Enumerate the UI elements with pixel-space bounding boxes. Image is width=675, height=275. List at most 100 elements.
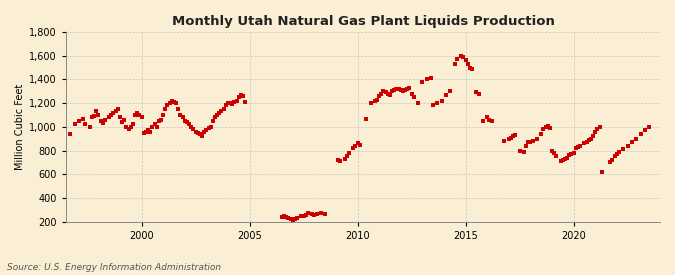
Point [538, 127, 549, 131]
Point [210, 115, 221, 120]
Point [464, 65, 475, 70]
Point [523, 140, 534, 144]
Point [110, 109, 121, 114]
Point [365, 101, 376, 105]
Point [626, 140, 637, 144]
Point [568, 151, 579, 155]
Point [466, 67, 477, 71]
Point [499, 139, 510, 143]
Point [352, 141, 363, 146]
Point [134, 113, 145, 117]
Point [151, 125, 162, 129]
Point [376, 91, 387, 96]
Point [458, 55, 469, 59]
Point [452, 57, 462, 61]
Point [156, 117, 167, 122]
Point [508, 134, 518, 139]
Point [518, 150, 529, 154]
Point [138, 131, 149, 135]
Point [126, 125, 136, 129]
Point [572, 145, 583, 149]
Point [178, 115, 188, 120]
Point [298, 214, 309, 218]
Point [333, 158, 344, 162]
Point [229, 100, 240, 104]
Point [132, 110, 142, 115]
Point [84, 125, 95, 129]
Point [607, 158, 618, 162]
Point [570, 146, 581, 150]
Point [335, 159, 346, 163]
Point [205, 125, 216, 129]
Point [113, 107, 124, 111]
Point [162, 103, 173, 108]
Point [583, 138, 594, 142]
Point [145, 129, 156, 134]
Point [300, 212, 311, 217]
Point [612, 152, 622, 156]
Point [412, 101, 423, 105]
Point [460, 58, 471, 63]
Point [545, 126, 556, 130]
Point [520, 144, 531, 148]
Point [437, 98, 448, 103]
Point [378, 89, 389, 94]
Point [283, 216, 294, 220]
Point [404, 86, 415, 90]
Point [180, 119, 190, 123]
Point [232, 98, 242, 103]
Point [622, 144, 633, 148]
Point [441, 93, 452, 97]
Point [417, 79, 428, 84]
Point [558, 158, 568, 162]
Point [408, 95, 419, 99]
Point [281, 215, 292, 219]
Point [95, 119, 106, 123]
Point [428, 103, 439, 108]
Point [167, 98, 178, 103]
Point [471, 90, 482, 95]
Point [354, 142, 365, 147]
Y-axis label: Million Cubic Feet: Million Cubic Feet [15, 84, 25, 170]
Point [605, 160, 616, 165]
Point [432, 101, 443, 105]
Point [194, 132, 205, 136]
Point [216, 109, 227, 114]
Point [551, 154, 562, 159]
Point [173, 107, 184, 111]
Point [221, 103, 232, 108]
Point [610, 154, 620, 159]
Point [78, 116, 88, 121]
Point [93, 113, 104, 117]
Point [117, 120, 128, 124]
Point [311, 212, 322, 216]
Point [486, 119, 497, 123]
Point [426, 76, 437, 80]
Point [147, 125, 158, 129]
Point [225, 101, 236, 105]
Point [184, 122, 194, 127]
Text: Source: U.S. Energy Information Administration: Source: U.S. Energy Information Administ… [7, 263, 221, 272]
Point [236, 93, 246, 97]
Point [527, 139, 538, 143]
Point [484, 117, 495, 122]
Point [140, 129, 151, 134]
Point [342, 154, 352, 159]
Point [340, 157, 350, 161]
Point [588, 134, 599, 139]
Point [450, 62, 460, 66]
Point [402, 87, 412, 91]
Point [462, 62, 473, 66]
Point [212, 113, 223, 117]
Point [579, 141, 590, 146]
Point [182, 120, 192, 124]
Point [639, 128, 650, 133]
Point [514, 148, 525, 153]
Point [207, 119, 218, 123]
Point [525, 140, 536, 144]
Point [574, 144, 585, 148]
Point [456, 53, 466, 58]
Point [562, 155, 572, 160]
Point [473, 91, 484, 96]
Point [90, 109, 101, 114]
